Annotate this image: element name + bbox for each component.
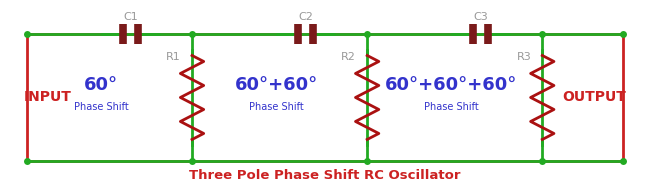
Text: OUTPUT: OUTPUT — [563, 91, 627, 105]
Text: R3: R3 — [517, 52, 531, 62]
Text: Phase Shift: Phase Shift — [74, 102, 129, 112]
Text: C3: C3 — [473, 12, 488, 22]
Text: Three Pole Phase Shift RC Oscillator: Three Pole Phase Shift RC Oscillator — [189, 169, 461, 182]
Text: Phase Shift: Phase Shift — [424, 102, 479, 112]
Text: INPUT: INPUT — [23, 91, 72, 105]
Text: C1: C1 — [123, 12, 138, 22]
Text: 60°: 60° — [84, 76, 118, 94]
Text: C2: C2 — [298, 12, 313, 22]
Bar — [27, 33, 623, 161]
Text: 60°+60°: 60°+60° — [235, 76, 318, 94]
Text: R2: R2 — [341, 52, 356, 62]
Text: Phase Shift: Phase Shift — [249, 102, 304, 112]
Text: R1: R1 — [166, 52, 181, 62]
Text: 60°+60°+60°: 60°+60°+60° — [385, 76, 517, 94]
